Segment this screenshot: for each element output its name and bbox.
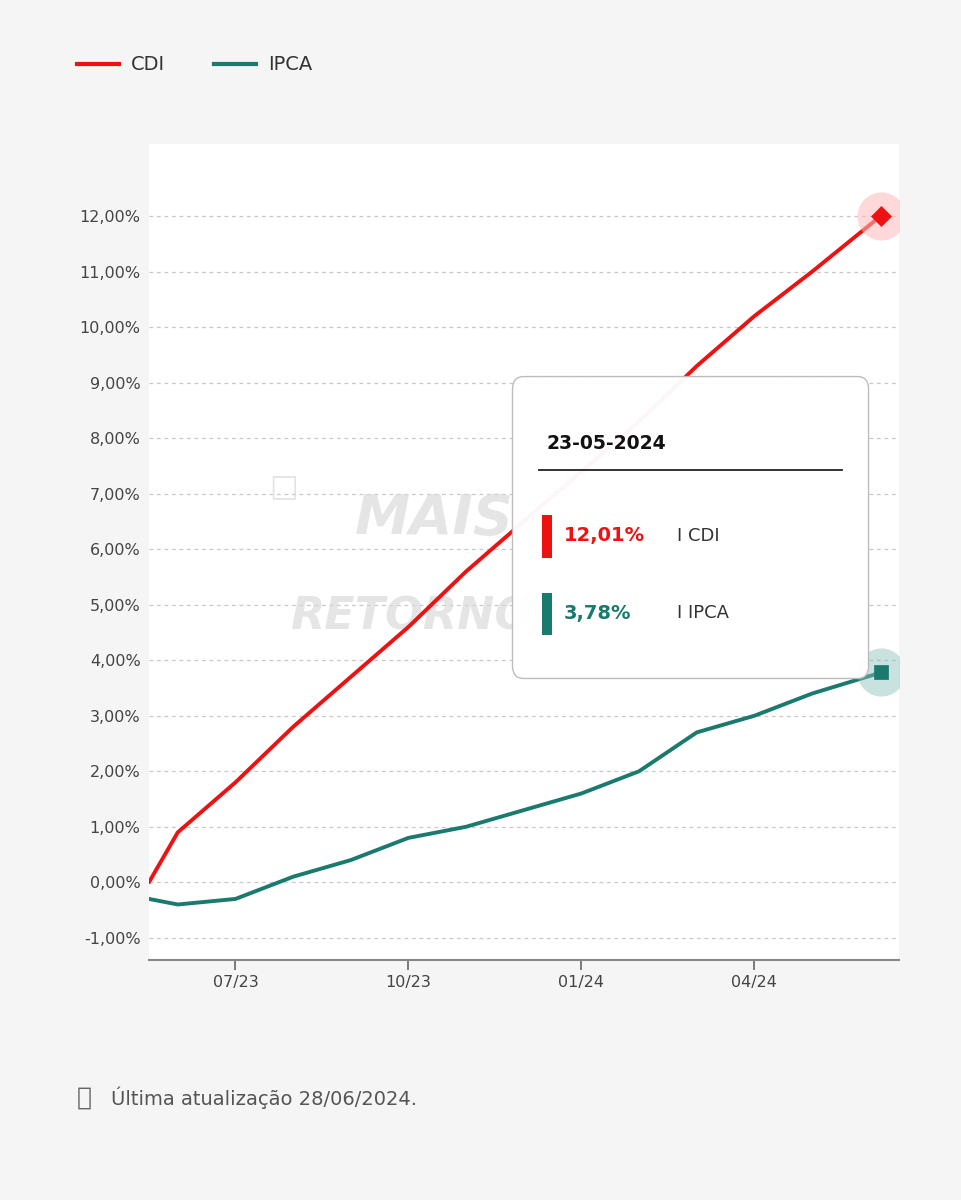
Text: 3,78%: 3,78%	[563, 604, 631, 623]
Point	[874, 662, 889, 682]
Text: 12,01%: 12,01%	[563, 526, 645, 545]
Text: MAIS: MAIS	[355, 492, 513, 546]
Text: ⧖: ⧖	[77, 1086, 92, 1110]
FancyBboxPatch shape	[543, 515, 553, 558]
FancyBboxPatch shape	[512, 377, 869, 678]
Text: RETORNO: RETORNO	[290, 595, 532, 638]
Legend: CDI, IPCA: CDI, IPCA	[69, 48, 320, 82]
Text: Última atualização 28/06/2024.: Última atualização 28/06/2024.	[111, 1087, 416, 1109]
Text: □: □	[269, 473, 298, 502]
FancyBboxPatch shape	[543, 593, 553, 635]
Point	[874, 206, 889, 226]
Text: I IPCA: I IPCA	[678, 604, 729, 622]
Text: I CDI: I CDI	[678, 527, 720, 545]
Text: 23-05-2024: 23-05-2024	[546, 433, 666, 452]
